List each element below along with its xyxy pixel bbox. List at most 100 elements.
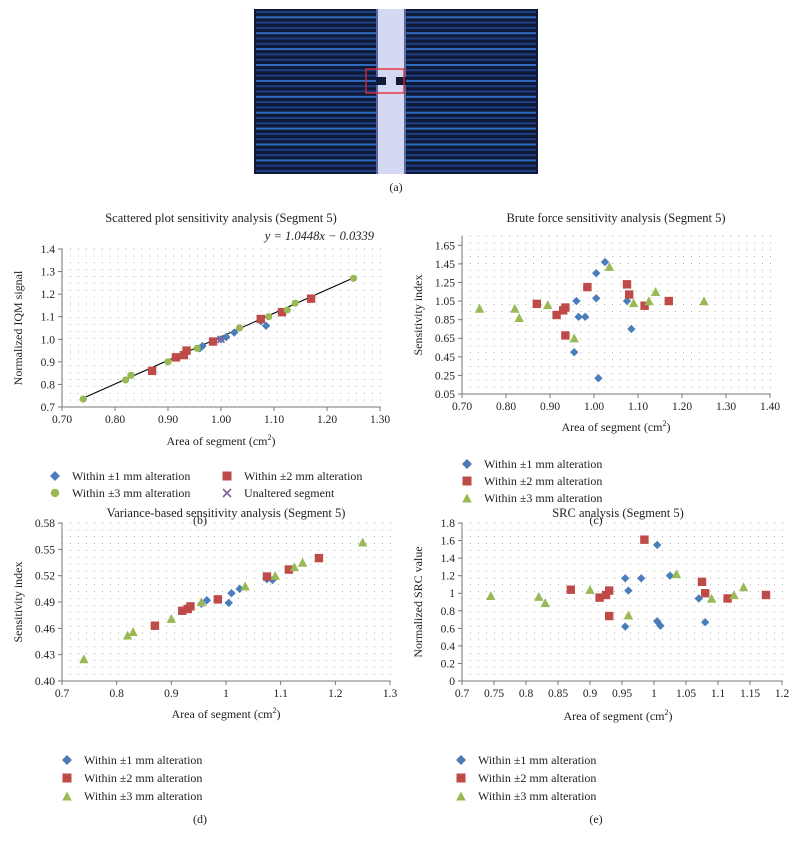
x-tick-label: 0.70 (52, 414, 72, 426)
caption-b: (b) (193, 513, 207, 527)
data-point-square (213, 595, 222, 604)
legend-d-item: Within ±1 mm alteration (62, 752, 262, 768)
panel-a-stripe (256, 42, 376, 45)
y-tick-label: 1.1 (41, 312, 56, 324)
x-axis-label: Area of segment (cm2) (562, 419, 671, 434)
data-point-diamond (572, 296, 581, 306)
y-tick-label: 0.65 (435, 333, 455, 345)
data-point-diamond (621, 622, 630, 631)
data-point-square (208, 337, 218, 346)
data-point-circle (193, 344, 201, 352)
y-tick-label: 0.43 (35, 650, 55, 662)
data-point-diamond (624, 586, 633, 595)
panel-a-notch-right (396, 77, 406, 85)
series-square (566, 535, 771, 621)
diamond-marker-icon (456, 755, 466, 765)
x-tick-label: 0.9 (583, 688, 598, 700)
y-tick-label: 1.25 (435, 277, 455, 289)
data-point-circle (291, 299, 299, 307)
y-tick-label: 0.05 (435, 389, 455, 401)
y-tick-label: 0.46 (35, 623, 55, 635)
trendline-equation: y = 1.0448x − 0.0339 (263, 229, 375, 243)
square-marker-icon (222, 471, 232, 481)
series-triangle (474, 261, 709, 343)
y-axis-label: Sensitivity index (411, 275, 425, 356)
chart-c: 0.70 0.80 0.90 1.00 1.10 1.20 1.30 1.40 0.05 0.25… (411, 211, 780, 434)
y-tick-label: 1.3 (41, 267, 56, 279)
x-tick-label: 1.10 (264, 414, 284, 426)
x-tick-label: 1 (223, 688, 229, 700)
data-point-square (150, 621, 160, 630)
legend-label: Within ±3 mm alteration (478, 789, 597, 803)
panel-a-stripe (256, 26, 376, 29)
data-point-circle (265, 313, 273, 321)
panel-a-highlight-box (365, 68, 405, 94)
panel-a-stripe (406, 58, 536, 61)
panel-a-stripe (256, 106, 376, 109)
data-point-square (532, 299, 541, 309)
data-point-triangle (122, 630, 133, 640)
y-tick-label: 0.52 (35, 571, 55, 583)
panel-a-stripe (256, 138, 376, 141)
data-point-triangle (297, 557, 308, 567)
panel-a-stripe (406, 69, 536, 72)
panel-a-stripe (256, 58, 376, 61)
data-point-square (640, 301, 649, 310)
y-tick-label: 0.8 (441, 606, 456, 618)
data-point-diamond (222, 332, 231, 342)
x-tick-label: 1.30 (716, 401, 736, 413)
x-tick-label: 1.00 (211, 414, 231, 426)
data-point-triangle (514, 313, 524, 322)
data-point-circle (349, 274, 358, 282)
series-square (147, 294, 316, 376)
panel-a-stripe (256, 127, 376, 130)
panel-a-stripe (406, 122, 536, 125)
panel-a-stripe (256, 154, 376, 157)
panel-a-stripe (406, 90, 536, 93)
caption-a: (a) (389, 180, 403, 194)
panel-a-stripe (406, 138, 536, 141)
x-tick-label: 1.10 (628, 401, 648, 413)
legend-d: Within ±1 mm alteration Within ±2 mm alt… (62, 752, 262, 806)
data-point-diamond (261, 321, 271, 330)
panel-a-stripe (406, 16, 536, 19)
data-point-diamond (701, 617, 710, 627)
legend-b-item: Within ±2 mm alteration (222, 468, 412, 484)
y-tick-label: 1.2 (441, 571, 456, 583)
data-point-square (566, 585, 575, 594)
data-point-circle (122, 376, 130, 384)
data-point-triangle (270, 570, 280, 580)
grid-dot-pattern (62, 248, 381, 408)
triangle-marker-icon (462, 493, 472, 503)
grid-dots (462, 235, 771, 395)
cross-marker-icon (222, 488, 232, 498)
data-point-triangle (706, 593, 717, 603)
chart-e: 0.7 0.75 0.8 0.85 0.9 0.95 1 1.05 1.1 1.15 1.2 0 0.2… (411, 506, 789, 723)
panel-a-stripe (256, 85, 376, 88)
data-point-square (583, 282, 592, 292)
data-point-square (306, 294, 316, 303)
legend-e-item: Within ±2 mm alteration (456, 770, 656, 786)
panel-a-stripe (406, 26, 536, 29)
data-point-diamond (665, 571, 675, 580)
panel-a-stripe (256, 11, 376, 13)
data-point-square (182, 346, 191, 355)
legend-label: Unaltered segment (244, 486, 335, 500)
data-point-triangle (729, 590, 739, 600)
data-point-circle (283, 306, 291, 314)
legend-e-item: Within ±3 mm alteration (456, 788, 656, 804)
y-tick-label: 0.2 (441, 658, 456, 670)
panel-a-image (254, 9, 538, 174)
y-tick-label: 1.6 (441, 536, 456, 548)
panel-a-stripe (256, 48, 376, 51)
data-point-triangle (534, 592, 544, 601)
data-point-triangle (623, 610, 634, 620)
grid-dot-pattern (462, 235, 771, 395)
panel-a-stripe (406, 132, 536, 135)
y-tick-label: 0 (449, 676, 455, 688)
x-axis-label: Area of segment (cm2) (564, 708, 673, 723)
square-marker-icon (456, 773, 466, 783)
data-point-square (277, 308, 287, 317)
panel-a-stripe (406, 127, 536, 130)
